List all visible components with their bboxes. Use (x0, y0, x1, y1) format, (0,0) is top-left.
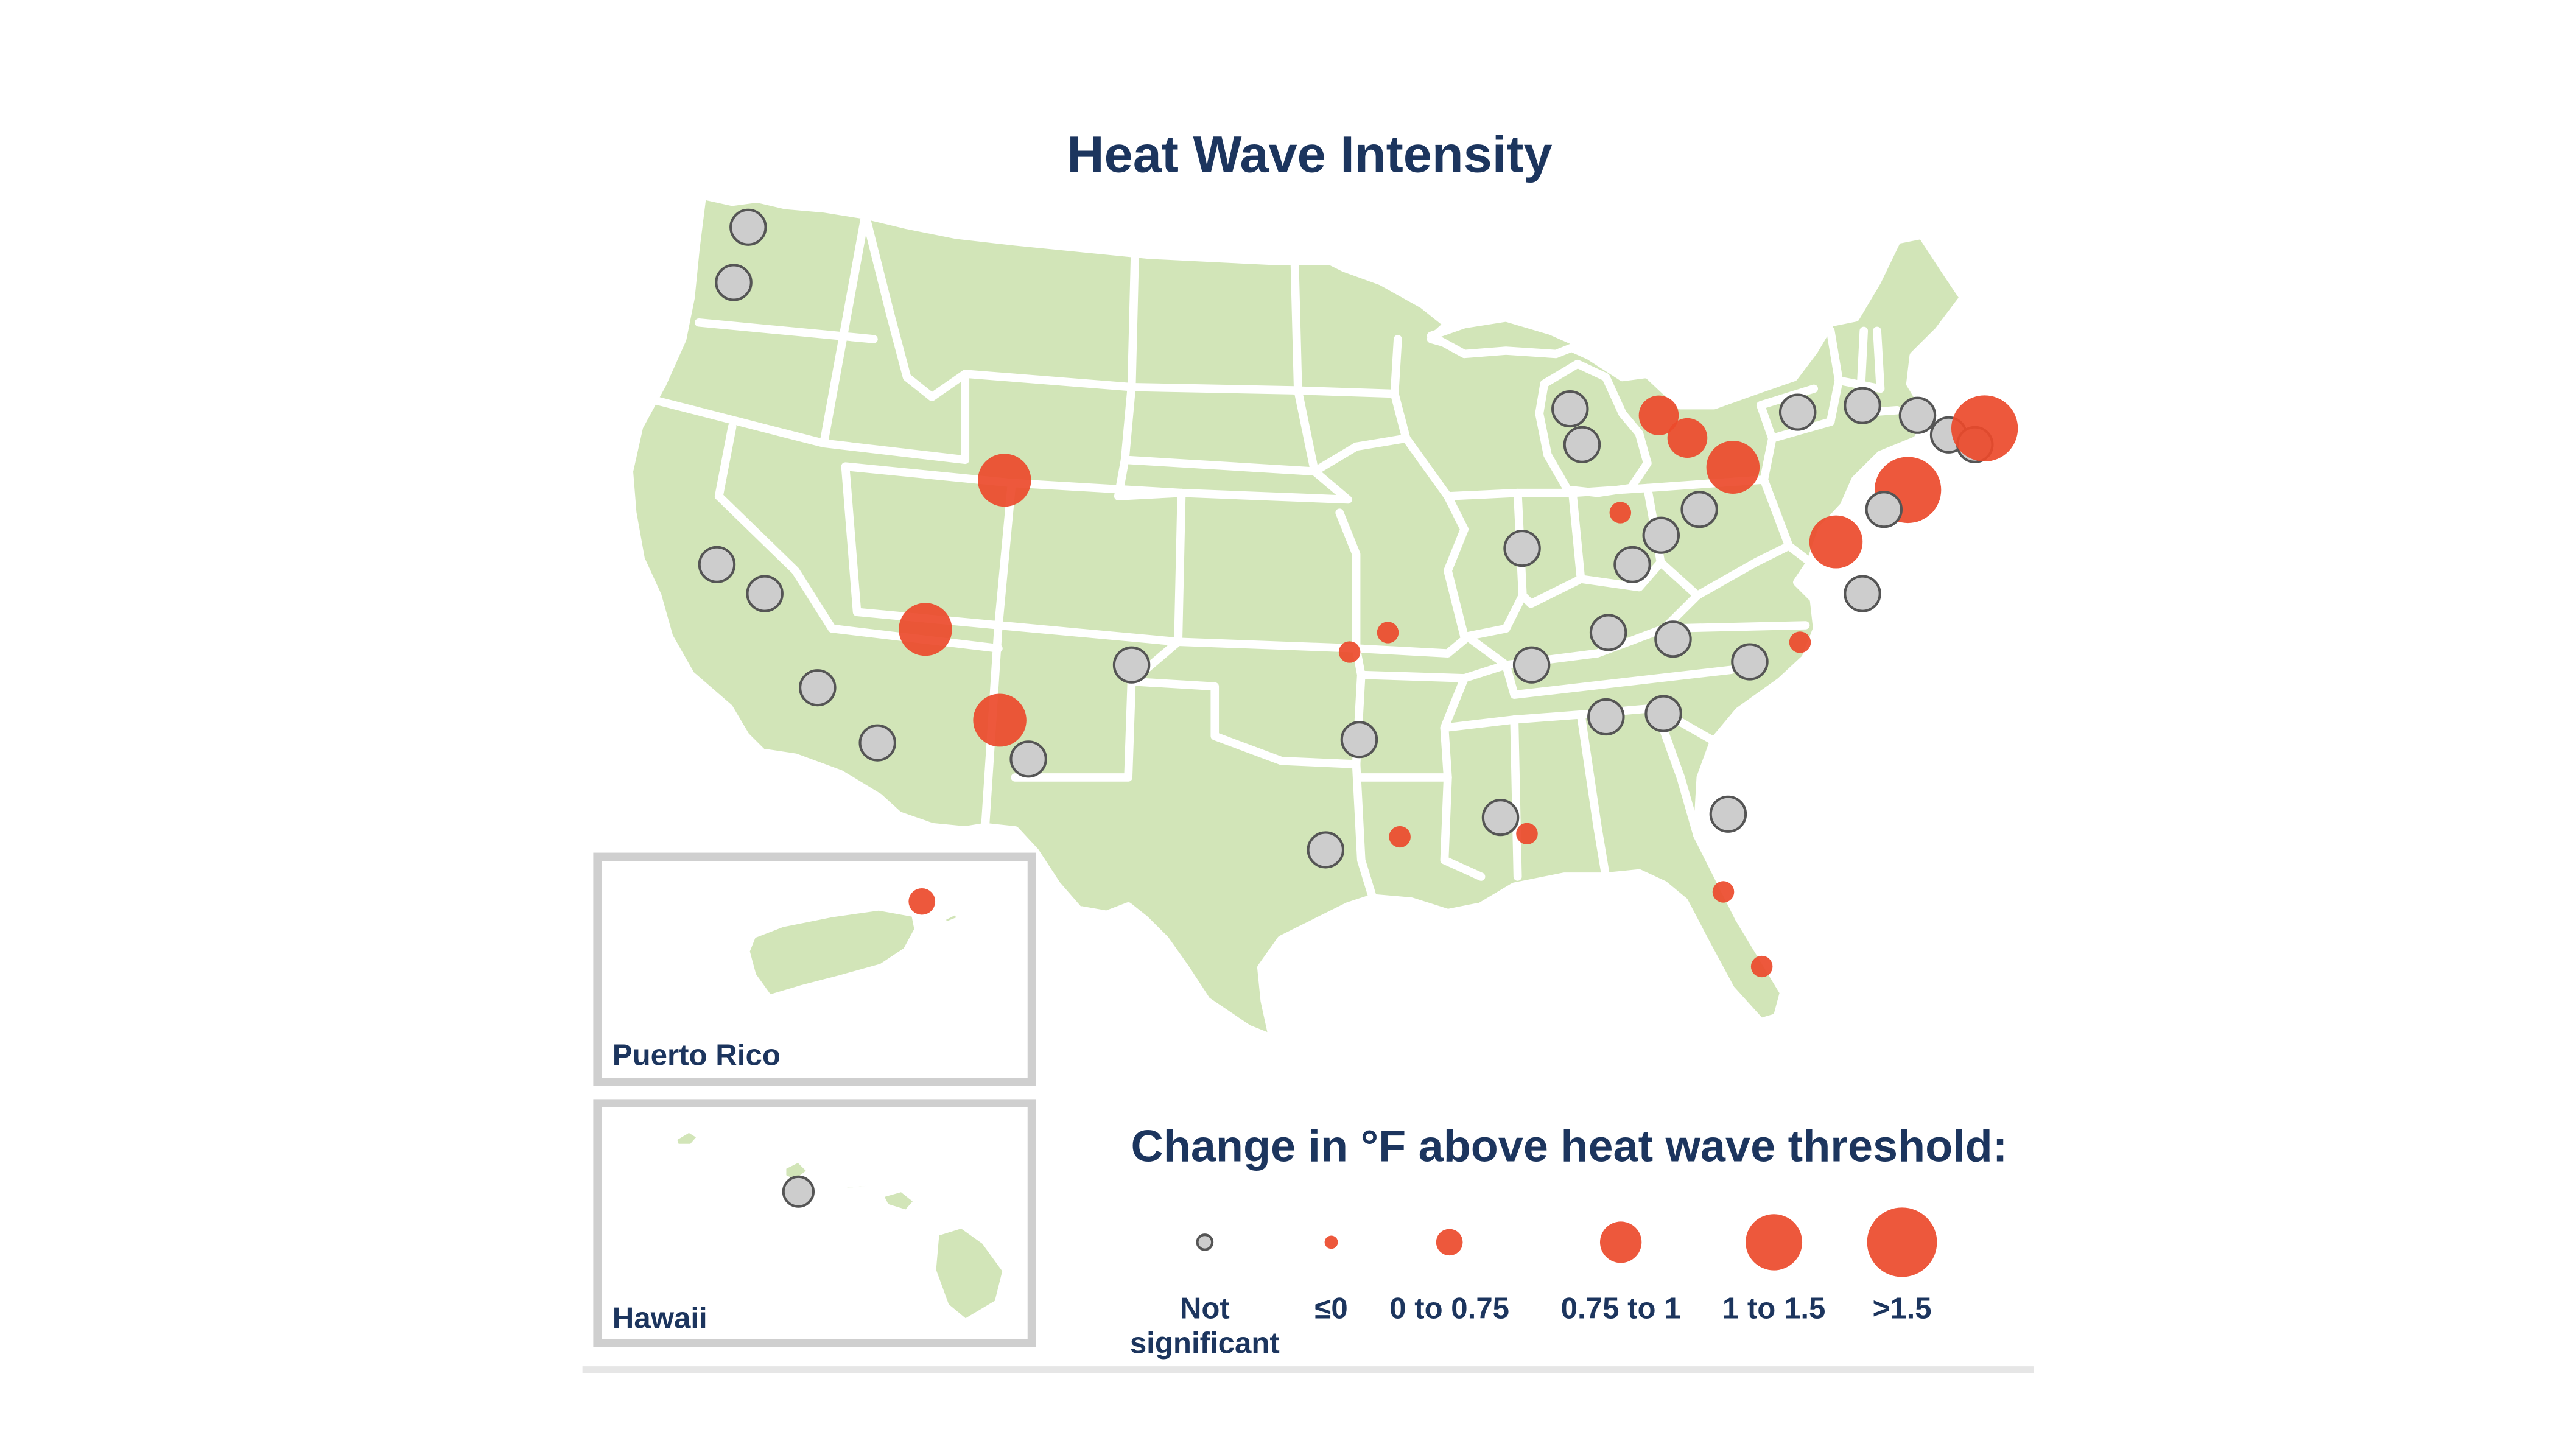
big-island (927, 1219, 1011, 1328)
station-marker (1731, 643, 1769, 681)
station-marker (1587, 698, 1625, 736)
molokai-island (836, 1177, 877, 1197)
station-marker (1706, 441, 1760, 494)
station-marker (1512, 646, 1551, 684)
station-marker (978, 454, 1031, 507)
station-marker (1642, 516, 1680, 554)
station-marker (746, 575, 784, 612)
puerto-rico-islet (936, 905, 966, 931)
station-marker (1563, 426, 1601, 463)
station-marker (1307, 831, 1345, 869)
maui-island (874, 1183, 923, 1218)
station-marker (1338, 641, 1361, 663)
station-marker (973, 693, 1027, 747)
station-marker (1654, 620, 1692, 658)
station-marker (715, 264, 753, 301)
station-marker (858, 724, 896, 762)
station-marker (1112, 646, 1151, 684)
hawaii-label: Hawaii (612, 1302, 707, 1335)
station-marker (1667, 418, 1708, 458)
hawaii-station-marker (782, 1175, 815, 1208)
legend: Change in °F above heat wave threshold: … (1130, 1120, 2007, 1360)
legend-label-c4: >1.5 (1872, 1292, 1931, 1325)
puerto-rico-stations-layer (908, 888, 936, 915)
legend-swatch-ns (1196, 1233, 1214, 1251)
legend-swatch-c2 (1599, 1221, 1642, 1263)
station-marker (1951, 395, 2018, 462)
station-marker (1638, 395, 1679, 435)
station-marker (899, 603, 952, 656)
legend-label-ns: significant (1130, 1327, 1280, 1360)
legend-swatch-c1 (1436, 1229, 1463, 1256)
station-marker (1865, 491, 1903, 528)
station-marker (1789, 631, 1811, 653)
station-marker (729, 208, 767, 246)
station-marker (799, 669, 837, 707)
map-title: Heat Wave Intensity (1067, 126, 1552, 183)
station-marker (1589, 614, 1627, 651)
hawaii-stations-layer (782, 1175, 815, 1208)
legend-label-c2: 0.75 to 1 (1561, 1292, 1681, 1325)
hawaii-inset: Hawaii (593, 1099, 1036, 1347)
puerto-rico-label: Puerto Rico (612, 1039, 781, 1072)
station-marker (1750, 955, 1773, 978)
stations-layer (698, 208, 2018, 978)
station-marker (1644, 695, 1682, 732)
station-marker (1551, 390, 1589, 428)
station-marker (1809, 515, 1863, 569)
legend-swatch-c4 (1867, 1207, 1937, 1277)
station-marker (698, 546, 736, 583)
legend-label-ns: Not (1180, 1292, 1230, 1325)
legend-label-le0: ≤0 (1314, 1292, 1347, 1325)
station-marker (1778, 393, 1817, 431)
puerto-rico-inset: Puerto Rico (593, 852, 1036, 1086)
puerto-rico-land (741, 902, 923, 1003)
station-marker (1340, 721, 1378, 759)
station-marker (1712, 881, 1735, 903)
station-marker (1009, 740, 1047, 778)
station-marker (1709, 795, 1747, 833)
station-marker (1481, 799, 1520, 837)
station-marker (1844, 575, 1881, 612)
station-marker (1613, 546, 1651, 583)
station-marker (1898, 396, 1937, 434)
legend-swatch-c3 (1746, 1214, 1803, 1271)
legend-label-c3: 1 to 1.5 (1722, 1292, 1826, 1325)
station-marker (1844, 387, 1881, 424)
station-marker (1680, 491, 1718, 528)
kauai-island (668, 1124, 707, 1153)
michigan-upper-peninsula (1427, 313, 1585, 359)
legend-swatch-le0 (1324, 1235, 1338, 1249)
legend-title: Change in °F above heat wave threshold: (1131, 1120, 2007, 1171)
station-marker (1516, 823, 1538, 844)
puerto-rico-station-marker (908, 888, 936, 915)
station-marker (1503, 530, 1541, 567)
station-marker (1377, 622, 1399, 644)
station-marker (1609, 502, 1632, 524)
legend-label-c1: 0 to 0.75 (1389, 1292, 1509, 1325)
station-marker (1389, 826, 1411, 848)
